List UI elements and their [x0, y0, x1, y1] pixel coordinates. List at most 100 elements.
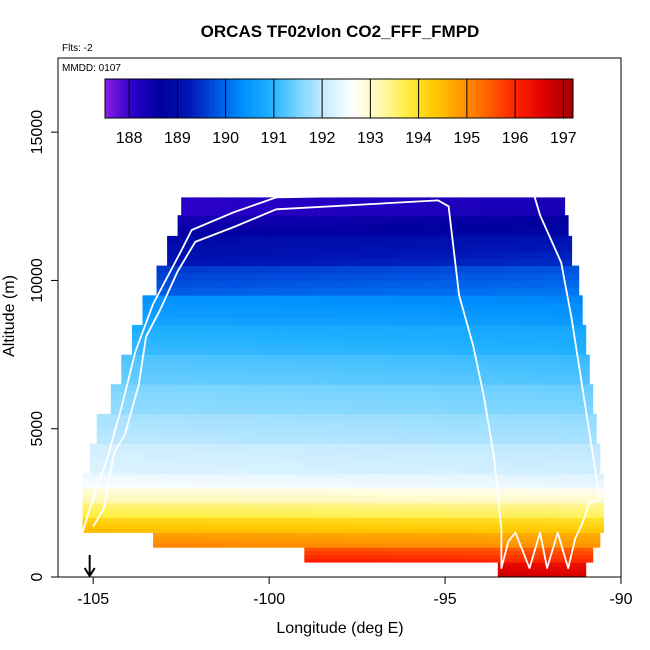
heatmap-cell: [399, 488, 418, 493]
heatmap-cell: [272, 421, 291, 430]
heatmap-cell: [395, 250, 414, 259]
heatmap-cell: [434, 525, 453, 530]
heatmap-cell: [568, 569, 587, 574]
heatmap-cell: [128, 406, 147, 415]
heatmap-cell: [314, 287, 333, 296]
heatmap-cell: [360, 413, 379, 422]
heatmap-cell: [300, 465, 319, 474]
heatmap-cell: [547, 317, 566, 326]
heatmap-cell: [483, 413, 502, 422]
heatmap-cell: [332, 287, 351, 296]
heatmap-cell: [153, 502, 171, 507]
heatmap-cell: [540, 543, 559, 548]
colorbar-swatch: [409, 79, 414, 118]
heatmap-cell: [191, 280, 210, 289]
heatmap-cell: [424, 458, 442, 467]
heatmap-cell: [241, 484, 259, 489]
heatmap-cell: [96, 428, 115, 437]
colorbar-swatch: [241, 79, 246, 118]
heatmap-cell: [473, 287, 492, 296]
heatmap-cell: [357, 551, 376, 556]
heatmap-cell: [311, 521, 330, 526]
heatmap-cell: [255, 324, 273, 333]
y-tick-label: 15000: [29, 110, 46, 155]
heatmap-cell: [181, 399, 200, 407]
heatmap-cell: [540, 491, 559, 496]
heatmap-cell: [286, 399, 305, 407]
heatmap-cell: [110, 391, 129, 400]
heatmap-cell: [244, 273, 263, 281]
heatmap-cell: [413, 324, 432, 333]
heatmap-cell: [592, 480, 604, 485]
heatmap-cell: [582, 465, 601, 474]
heatmap-cell: [188, 499, 207, 504]
heatmap-cell: [427, 551, 446, 556]
heatmap-cell: [420, 280, 439, 289]
heatmap-cell: [311, 502, 330, 507]
heatmap-cell: [223, 502, 242, 507]
heatmap-cell: [318, 302, 337, 311]
heatmap-cell: [476, 295, 495, 304]
heatmap-cell: [497, 197, 516, 203]
colorbar-swatch: [272, 79, 278, 118]
heatmap-cell: [248, 225, 266, 232]
heatmap-cell: [399, 480, 418, 485]
heatmap-cell: [529, 443, 548, 452]
heatmap-cell: [286, 210, 305, 216]
heatmap-cell: [557, 502, 576, 507]
heatmap-cell: [293, 499, 312, 504]
heatmap-cell: [117, 491, 136, 496]
heatmap-cell: [237, 436, 256, 444]
heatmap-cell: [258, 521, 277, 526]
heatmap-cell: [364, 484, 383, 489]
heatmap-cell: [328, 539, 347, 544]
heatmap-cell: [307, 436, 326, 444]
heatmap-cell: [543, 362, 562, 370]
heatmap-cell: [100, 502, 119, 507]
heatmap-cell: [117, 510, 136, 515]
heatmap-cell: [420, 287, 439, 296]
heatmap-cell: [346, 502, 365, 507]
heatmap-cell: [339, 391, 358, 400]
heatmap-cell: [487, 543, 506, 548]
heatmap-cell: [283, 443, 302, 452]
heatmap-cell: [364, 473, 383, 478]
heatmap-cell: [441, 458, 460, 467]
colorbar-tick-label: 190: [212, 130, 239, 147]
heatmap-cell: [156, 354, 175, 363]
heatmap-cell: [212, 230, 231, 237]
heatmap-cell: [304, 210, 323, 216]
heatmap-cell: [406, 230, 425, 237]
heatmap-cell: [135, 506, 154, 511]
heatmap-cell: [353, 230, 372, 237]
heatmap-cell: [452, 536, 471, 541]
colorbar-swatch: [183, 79, 188, 118]
heatmap-cell: [167, 332, 186, 341]
heatmap-cell: [117, 480, 136, 485]
heatmap-cell: [265, 302, 284, 311]
heatmap-cell: [388, 230, 407, 237]
heatmap-cell: [114, 413, 133, 422]
colorbar-swatch: [487, 79, 492, 118]
heatmap-cell: [89, 451, 108, 459]
heatmap-cell: [188, 532, 207, 537]
heatmap-cell: [328, 480, 347, 485]
heatmap-cell: [307, 421, 326, 430]
heatmap-cell: [135, 491, 154, 496]
heatmap-cell: [536, 250, 555, 259]
heatmap-cell: [244, 354, 263, 363]
heatmap-cell: [431, 413, 449, 422]
heatmap-cell: [290, 324, 309, 333]
heatmap-cell: [153, 539, 171, 544]
heatmap-cell: [557, 506, 576, 511]
heatmap-cell: [399, 491, 418, 496]
heatmap-cell: [378, 324, 397, 333]
heatmap-cell: [209, 362, 228, 370]
heatmap-cell: [167, 421, 186, 430]
heatmap-cell: [191, 354, 210, 363]
heatmap-cell: [459, 215, 478, 221]
heatmap-cell: [276, 484, 295, 489]
heatmap-cell: [564, 220, 569, 226]
heatmap-cell: [564, 225, 569, 232]
heatmap-cell: [82, 521, 101, 526]
